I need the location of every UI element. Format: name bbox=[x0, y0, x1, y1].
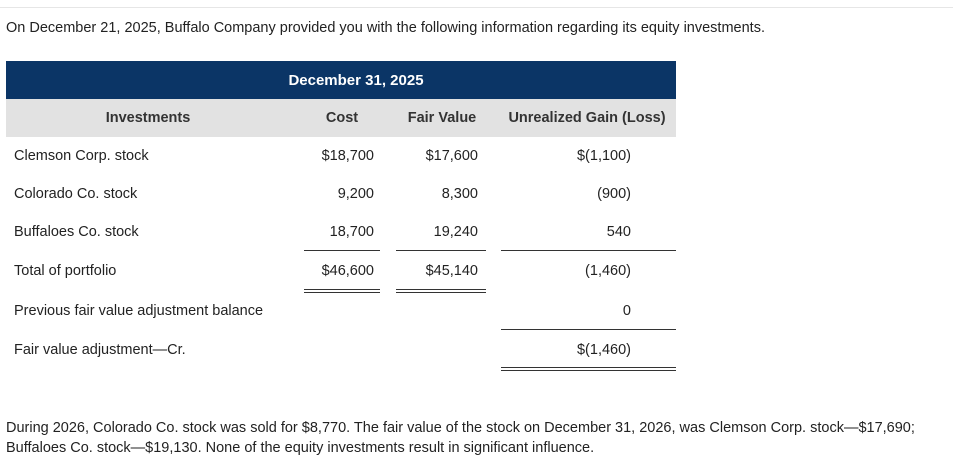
cell-fair-value: $45,140 bbox=[425, 263, 478, 279]
row-label: Previous fair value adjustment balance bbox=[14, 303, 264, 319]
header-fair-value: Fair Value bbox=[407, 110, 477, 126]
fair-value-total-double-rule bbox=[396, 289, 486, 293]
cell-fair-value: $17,600 bbox=[425, 148, 478, 164]
table-title: December 31, 2025 bbox=[6, 61, 676, 99]
row-label: Clemson Corp. stock bbox=[14, 148, 149, 164]
adjustment-rule bbox=[501, 329, 676, 330]
header-row bbox=[6, 99, 676, 137]
cell-unrealized: 540 bbox=[606, 224, 631, 240]
cost-subtotal-rule bbox=[304, 250, 380, 251]
header-cost: Cost bbox=[325, 110, 359, 126]
cell-fair-value: 19,240 bbox=[433, 224, 478, 240]
final-double-rule bbox=[501, 367, 676, 371]
top-divider bbox=[0, 7, 953, 8]
cell-fair-value: 8,300 bbox=[441, 186, 478, 202]
row-label: Total of portfolio bbox=[14, 263, 117, 279]
cost-total-double-rule bbox=[304, 289, 380, 293]
cell-cost: $18,700 bbox=[321, 148, 374, 164]
unrealized-subtotal-rule bbox=[501, 250, 676, 251]
fair-value-subtotal-rule bbox=[396, 250, 486, 251]
cell-cost: $46,600 bbox=[321, 263, 374, 279]
cell-cost: 18,700 bbox=[329, 224, 374, 240]
row-label: Colorado Co. stock bbox=[14, 186, 138, 202]
intro-text: On December 21, 2025, Buffalo Company pr… bbox=[6, 20, 765, 36]
footnote-paragraph: During 2026, Colorado Co. stock was sold… bbox=[6, 420, 915, 456]
row-label: Buffaloes Co. stock bbox=[14, 224, 139, 240]
cell-unrealized: (900) bbox=[597, 186, 631, 202]
cell-unrealized: $(1,460) bbox=[576, 342, 631, 358]
cell-unrealized: (1,460) bbox=[585, 263, 631, 279]
cell-cost: 9,200 bbox=[337, 186, 374, 202]
cell-unrealized: $(1,100) bbox=[576, 148, 631, 164]
cell-unrealized: 0 bbox=[622, 303, 631, 319]
row-label: Fair value adjustment—Cr. bbox=[14, 342, 186, 358]
header-investments: Investments bbox=[105, 110, 191, 126]
header-unrealized: Unrealized Gain (Loss) bbox=[508, 110, 666, 126]
